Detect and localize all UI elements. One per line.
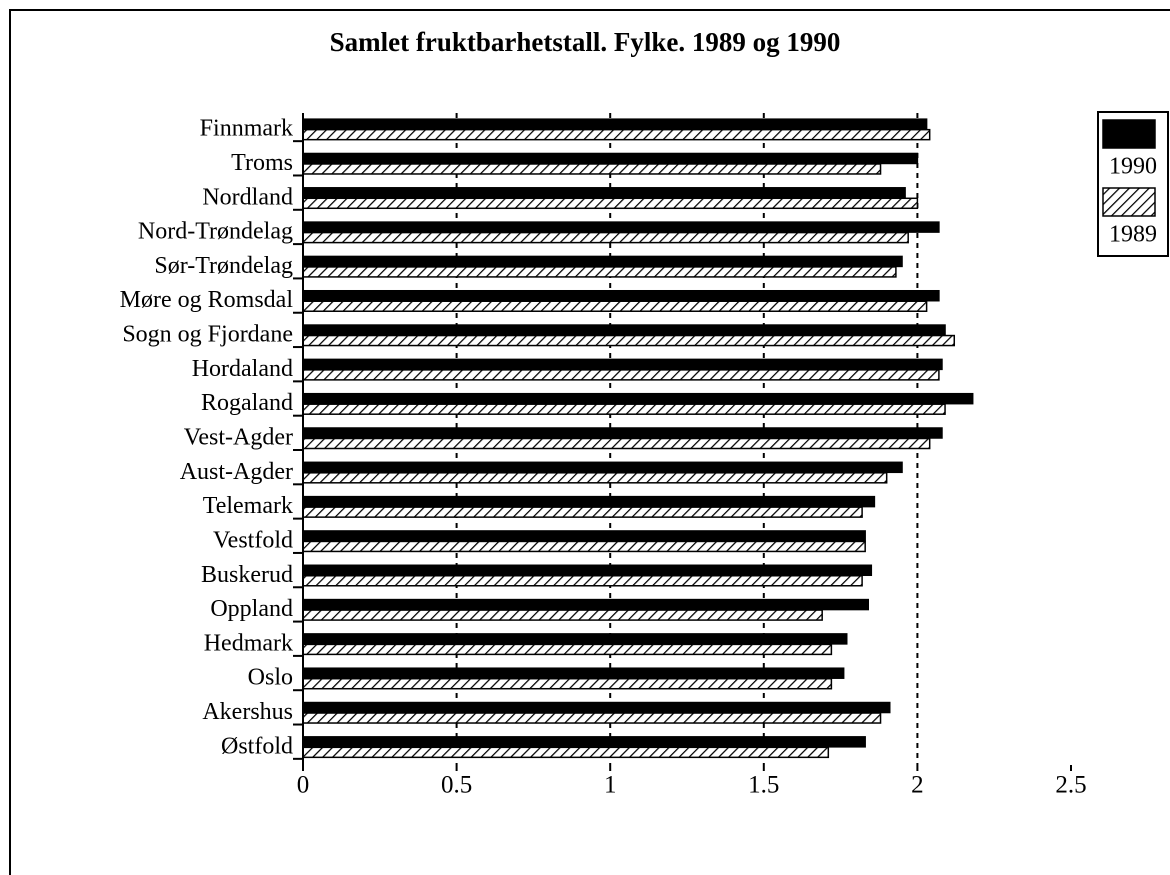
y-tick-label: Nordland: [202, 184, 293, 210]
bar: [302, 289, 940, 302]
x-tick-label: 1: [604, 772, 617, 799]
y-tick-label: Rogaland: [201, 390, 293, 416]
chart-title: Samlet fruktbarhetstall. Fylke. 1989 og …: [330, 27, 841, 57]
bar: [302, 403, 946, 415]
bar: [302, 231, 909, 244]
bar: [302, 540, 866, 553]
bar: [302, 221, 940, 233]
bar: [302, 334, 956, 347]
bar: [302, 461, 903, 474]
bar: [302, 677, 833, 690]
bar: [302, 712, 882, 724]
bar: [302, 667, 845, 679]
y-tick-label: Akershus: [202, 699, 293, 725]
bar: [302, 358, 943, 371]
legend-swatch: [1102, 119, 1156, 149]
bar: [302, 643, 833, 656]
bar: [302, 118, 928, 130]
legend-label: 1989: [1109, 222, 1157, 248]
legend: 1990 1989: [1097, 111, 1169, 257]
bar: [302, 197, 919, 210]
bar: [302, 495, 876, 508]
bar: [302, 530, 866, 542]
y-tick-label: Østfold: [221, 733, 293, 759]
y-tick-label: Møre og Romsdal: [120, 287, 294, 313]
y-tick-label: Vestfold: [213, 527, 293, 553]
bar: [302, 392, 974, 405]
y-tick-label: Buskerud: [201, 562, 293, 588]
bar: [302, 163, 882, 175]
x-tick-label: 2: [911, 772, 924, 799]
bar: [302, 152, 919, 165]
bar: [302, 187, 906, 199]
bar: [302, 369, 940, 381]
y-tick-label: Vest-Agder: [184, 425, 293, 451]
y-tick-label: Aust-Agder: [180, 459, 293, 485]
y-tick-label: Finnmark: [200, 116, 293, 142]
bar: [302, 255, 903, 268]
y-tick-label: Oslo: [248, 665, 293, 691]
bar: [302, 427, 943, 439]
y-tick-label: Hedmark: [204, 630, 293, 656]
x-tick-label: 0: [297, 772, 310, 799]
x-tick-label: 1.5: [748, 772, 779, 799]
frame: [9, 9, 1170, 875]
bar: [302, 128, 931, 141]
y-tick-label: Troms: [231, 150, 293, 176]
bar: [302, 472, 888, 484]
y-tick-label: Oppland: [210, 596, 293, 622]
bar: [302, 598, 869, 611]
bar: [302, 736, 866, 748]
bar: [302, 701, 891, 714]
bar: [302, 506, 863, 518]
x-tick-label: 2.5: [1055, 772, 1086, 799]
y-tick-label: Hordaland: [192, 356, 293, 382]
bar: [302, 564, 873, 577]
bar: [302, 300, 928, 312]
y-tick-label: Telemark: [203, 493, 293, 519]
bar: [302, 633, 848, 645]
y-tick-label: Nord-Trøndelag: [138, 219, 293, 245]
bar: [302, 437, 931, 450]
y-tick-label: Sogn og Fjordane: [122, 322, 293, 348]
bar: [302, 746, 830, 759]
bar: [302, 575, 863, 587]
x-tick-label: 0.5: [441, 772, 472, 799]
bar: [302, 324, 946, 336]
bar: [302, 266, 897, 278]
legend-label: 1990: [1109, 154, 1157, 180]
bar: [302, 609, 823, 621]
y-tick-label: Sør-Trøndelag: [154, 253, 293, 279]
legend-swatch: [1102, 187, 1156, 217]
